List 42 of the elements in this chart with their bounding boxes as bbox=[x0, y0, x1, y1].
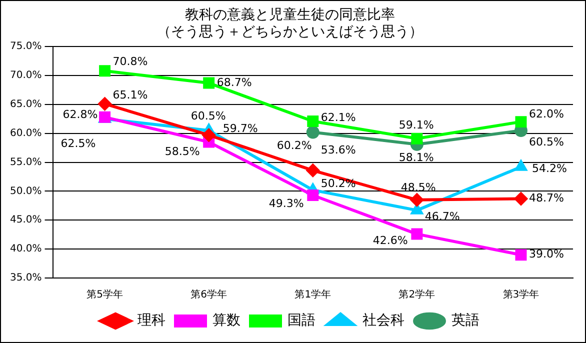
x-tick-label: 第3学年 bbox=[502, 288, 540, 301]
chart-subtitle: （そう思う＋どちらかといえばそう思う） bbox=[157, 24, 423, 40]
data-label: 65.1% bbox=[112, 88, 148, 102]
data-label: 58.5% bbox=[164, 144, 200, 158]
legend-label: 社会科 bbox=[362, 312, 404, 329]
x-tick-label: 第6学年 bbox=[190, 288, 228, 301]
data-label: 70.8% bbox=[112, 54, 148, 68]
data-label: 68.7% bbox=[216, 76, 252, 89]
legend-label: 理科 bbox=[138, 312, 166, 329]
data-label: 60.2% bbox=[276, 139, 312, 152]
data-label: 49.3% bbox=[268, 197, 304, 210]
y-tick-label: 45.0% bbox=[10, 214, 42, 226]
y-tick-label: 40.0% bbox=[10, 244, 42, 255]
data-label: 58.1% bbox=[398, 151, 434, 164]
data-label: 59.1% bbox=[398, 118, 434, 132]
y-tick-label: 35.0% bbox=[10, 272, 42, 284]
legend-label: 英語 bbox=[452, 312, 480, 329]
y-tick-label: 60.0% bbox=[10, 128, 42, 139]
data-label: 54.2% bbox=[532, 162, 567, 175]
data-label: 60.5% bbox=[528, 135, 564, 148]
data-label: 39.0% bbox=[528, 248, 564, 261]
legend-label: 算数 bbox=[212, 312, 240, 329]
data-label: 62.5% bbox=[60, 136, 96, 150]
y-tick-label: 50.0% bbox=[10, 186, 42, 197]
x-tick-label: 第1学年 bbox=[294, 288, 332, 301]
y-tick-label: 55.0% bbox=[10, 156, 42, 168]
y-tick-label: 70.0% bbox=[10, 70, 42, 82]
x-tick-label: 第2学年 bbox=[398, 288, 436, 301]
data-label: 60.5% bbox=[190, 109, 226, 122]
y-tick-label: 65.0% bbox=[10, 99, 42, 110]
data-label: 53.6% bbox=[320, 143, 356, 156]
data-label: 42.6% bbox=[372, 234, 408, 247]
data-label: 62.8% bbox=[62, 108, 98, 122]
data-label: 62.0% bbox=[528, 108, 564, 121]
legend-label: 国語 bbox=[288, 312, 316, 329]
y-tick-label: 75.0% bbox=[10, 41, 42, 52]
data-label: 50.2% bbox=[320, 176, 356, 190]
chart-title: 教科の意義と児童生徒の同意比率 bbox=[185, 7, 395, 24]
data-label: 48.7% bbox=[528, 192, 564, 205]
data-label: 62.1% bbox=[320, 111, 356, 124]
x-tick-label: 第5学年 bbox=[86, 288, 123, 301]
data-label: 59.7% bbox=[222, 122, 258, 135]
